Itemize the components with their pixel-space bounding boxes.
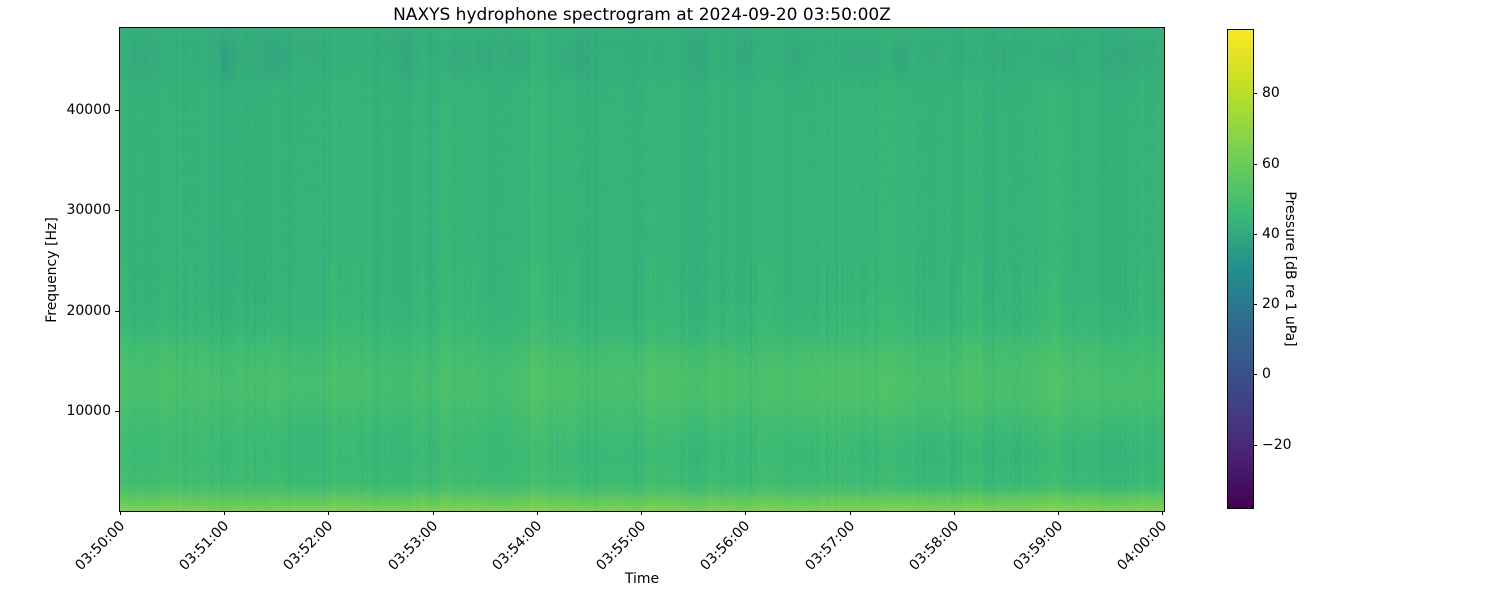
colorbar-tick-mark [1253,445,1257,446]
colorbar-tick-mark [1253,93,1257,94]
y-tick-mark [115,210,119,211]
colorbar-tick-label: 60 [1262,156,1280,172]
x-tick-mark [537,511,538,515]
colorbar-label: Pressure [dB re 1 uPa] [1282,191,1298,347]
y-tick-mark [115,110,119,111]
y-tick-label: 40000 [66,102,111,118]
y-axis-label: Frequency [Hz] [44,217,60,323]
x-tick-label: 03:50:00 [72,518,129,574]
plot-area [119,27,1165,512]
colorbar-tick-label: 40 [1262,226,1280,242]
x-tick-label: 03:51:00 [176,518,233,574]
x-tick-label: 03:54:00 [489,518,546,574]
colorbar-tick-mark [1253,164,1257,165]
x-tick-label: 03:59:00 [1010,518,1067,574]
colorbar [1227,29,1254,509]
colorbar-tick-label: 20 [1262,296,1280,312]
x-axis-label: Time [624,571,660,587]
x-tick-mark [954,511,955,515]
colorbar-tick-label: 80 [1262,85,1280,101]
colorbar-gradient [1228,30,1253,508]
x-tick-mark [850,511,851,515]
y-tick-label: 10000 [66,403,111,419]
y-tick-label: 20000 [66,303,111,319]
x-tick-label: 03:52:00 [280,518,337,574]
x-tick-mark [1058,511,1059,515]
y-tick-label: 30000 [66,202,111,218]
x-tick-mark [1162,511,1163,515]
colorbar-tick-mark [1253,234,1257,235]
x-tick-label: 04:00:00 [1114,518,1171,574]
x-tick-label: 03:58:00 [906,518,963,574]
y-tick-mark [115,411,119,412]
colorbar-tick-label: −20 [1262,437,1292,453]
colorbar-tick-label: 0 [1262,366,1271,382]
x-tick-label: 03:57:00 [802,518,859,574]
x-tick-mark [120,511,121,515]
x-tick-mark [224,511,225,515]
x-tick-mark [328,511,329,515]
x-tick-label: 03:56:00 [697,518,754,574]
x-tick-mark [433,511,434,515]
x-tick-mark [745,511,746,515]
y-tick-mark [115,311,119,312]
x-tick-label: 03:55:00 [593,518,650,574]
x-tick-label: 03:53:00 [385,518,442,574]
chart-title: NAXYS hydrophone spectrogram at 2024-09-… [393,5,891,25]
colorbar-tick-mark [1253,374,1257,375]
spectrogram-heatmap [120,28,1164,511]
colorbar-tick-mark [1253,304,1257,305]
x-tick-mark [641,511,642,515]
